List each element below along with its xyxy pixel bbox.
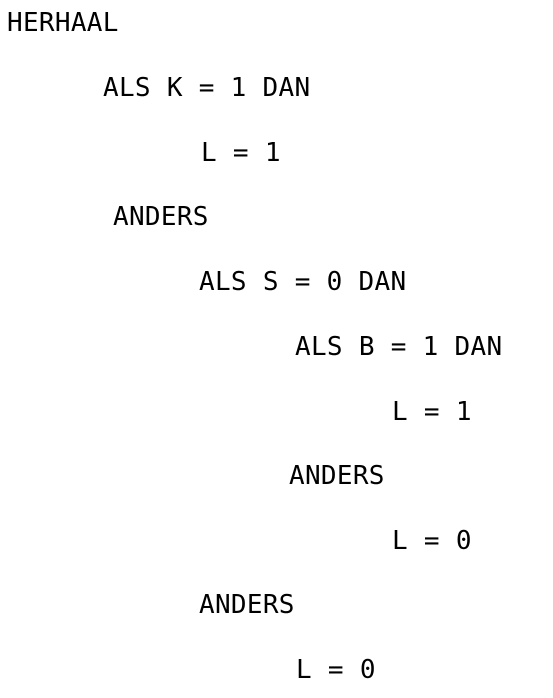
code-line-herhaal: HERHAAL (7, 8, 119, 38)
code-line-als-s: ALS S = 0 DAN (199, 267, 407, 297)
code-line-l-assign: L = 1 (201, 138, 281, 168)
code-line-l-assign: L = 1 (392, 397, 472, 427)
code-line-l-assign: L = 0 (296, 655, 376, 685)
code-line-anders: ANDERS (289, 461, 385, 491)
code-line-als-k: ALS K = 1 DAN (103, 73, 311, 103)
code-line-anders: ANDERS (199, 590, 295, 620)
code-line-als-b: ALS B = 1 DAN (295, 332, 503, 362)
code-line-l-assign: L = 0 (392, 526, 472, 556)
code-line-anders: ANDERS (113, 202, 209, 232)
